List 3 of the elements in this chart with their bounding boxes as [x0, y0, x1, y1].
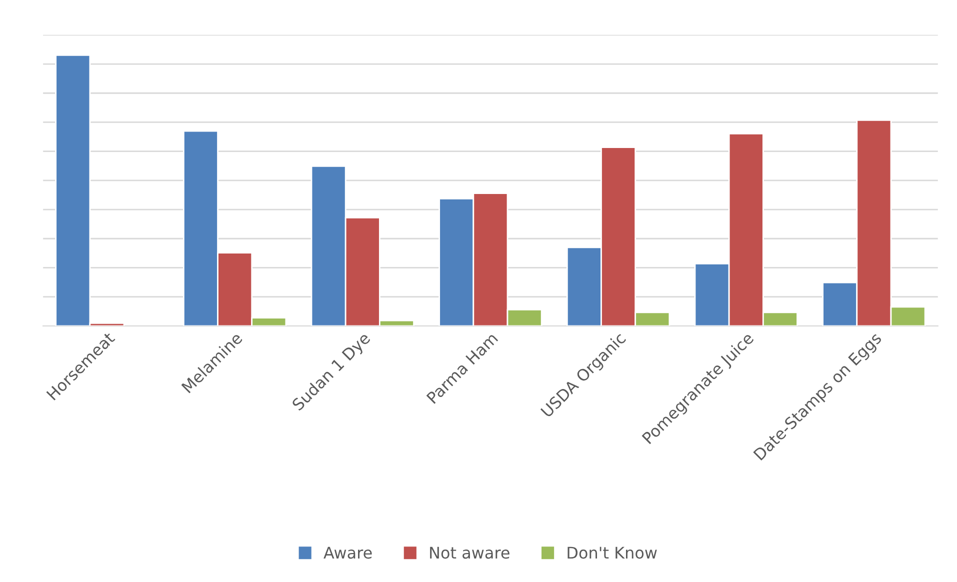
legend-label: Not aware — [430, 546, 510, 559]
legend-label: Aware — [324, 546, 372, 559]
legend-label: Don't Know — [568, 546, 657, 559]
